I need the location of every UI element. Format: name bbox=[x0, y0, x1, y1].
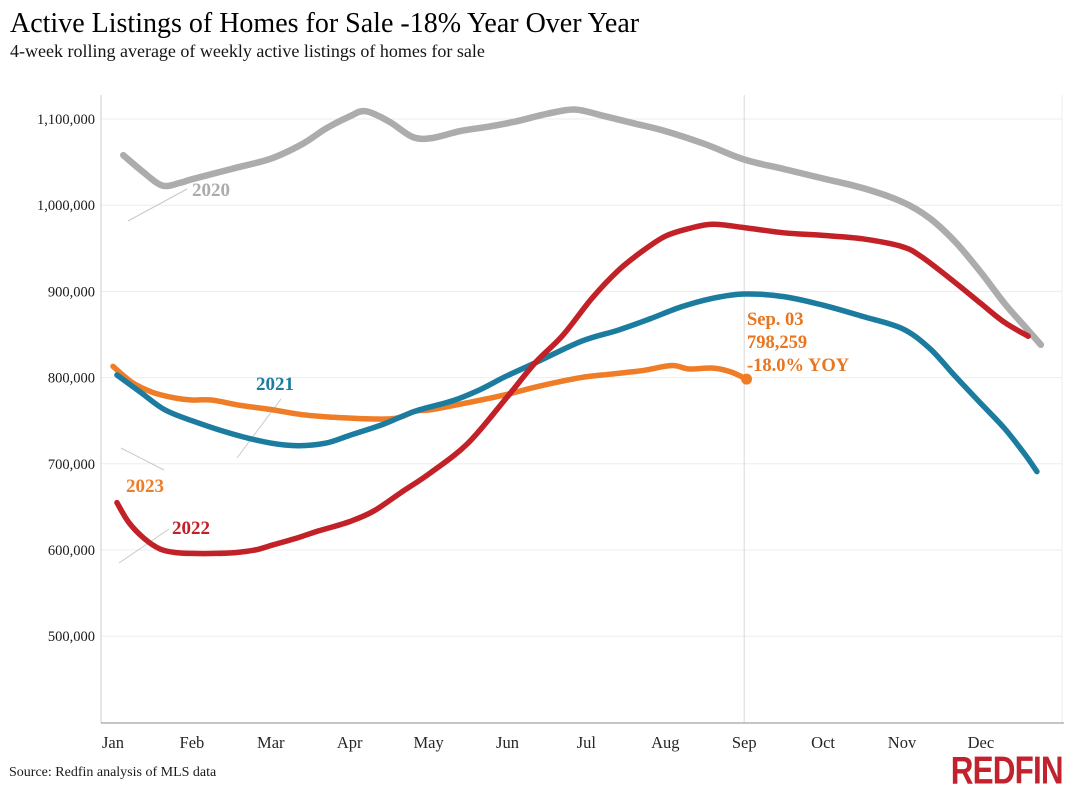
source-note: Source: Redfin analysis of MLS data bbox=[9, 765, 217, 780]
y-tick-label: 700,000 bbox=[48, 457, 95, 473]
y-tick-label: 1,100,000 bbox=[37, 112, 95, 128]
x-tick-label-feb: Feb bbox=[180, 733, 205, 752]
series-label-2020: 2020 bbox=[192, 180, 230, 201]
series-line-2022 bbox=[114, 221, 1031, 557]
y-tick-label: 1,000,000 bbox=[37, 198, 95, 214]
series-label-2023: 2023 bbox=[126, 476, 164, 497]
y-tick-label: 600,000 bbox=[48, 543, 95, 559]
x-tick-label-jan: Jan bbox=[102, 733, 124, 752]
x-tick-label-jun: Jun bbox=[496, 733, 519, 752]
chart-title: Active Listings of Homes for Sale -18% Y… bbox=[10, 8, 640, 39]
series-line-2021 bbox=[114, 291, 1040, 475]
label-leader-2022 bbox=[118, 528, 170, 564]
y-tick-label: 900,000 bbox=[48, 284, 95, 300]
series-line-2023 bbox=[110, 362, 750, 422]
x-tick-label-dec: Dec bbox=[968, 733, 995, 752]
latest-value-dot bbox=[741, 373, 753, 385]
x-tick-label-sep: Sep bbox=[732, 733, 757, 752]
y-tick-label: 500,000 bbox=[48, 629, 95, 645]
x-tick-label-may: May bbox=[413, 733, 444, 752]
x-tick-label-mar: Mar bbox=[257, 733, 285, 752]
series-label-2021: 2021 bbox=[256, 374, 294, 395]
x-tick-label-aug: Aug bbox=[651, 733, 679, 752]
chart-subtitle: 4-week rolling average of weekly active … bbox=[10, 41, 485, 61]
x-tick-label-apr: Apr bbox=[337, 733, 363, 752]
annotation-value: 798,259 bbox=[747, 333, 807, 353]
annotation-yoy: -18.0% YOY bbox=[747, 356, 850, 376]
series-label-2022: 2022 bbox=[172, 518, 210, 539]
x-tick-label-oct: Oct bbox=[811, 733, 835, 752]
x-tick-label-jul: Jul bbox=[577, 733, 597, 752]
annotation-date: Sep. 03 bbox=[747, 310, 804, 330]
x-tick-label-nov: Nov bbox=[888, 733, 917, 752]
label-leader-2020 bbox=[127, 188, 188, 222]
redfin-logo: REDFIN bbox=[951, 748, 1064, 792]
y-tick-label: 800,000 bbox=[48, 371, 95, 387]
label-leader-2023 bbox=[120, 447, 165, 471]
series-line-2020 bbox=[120, 106, 1045, 349]
